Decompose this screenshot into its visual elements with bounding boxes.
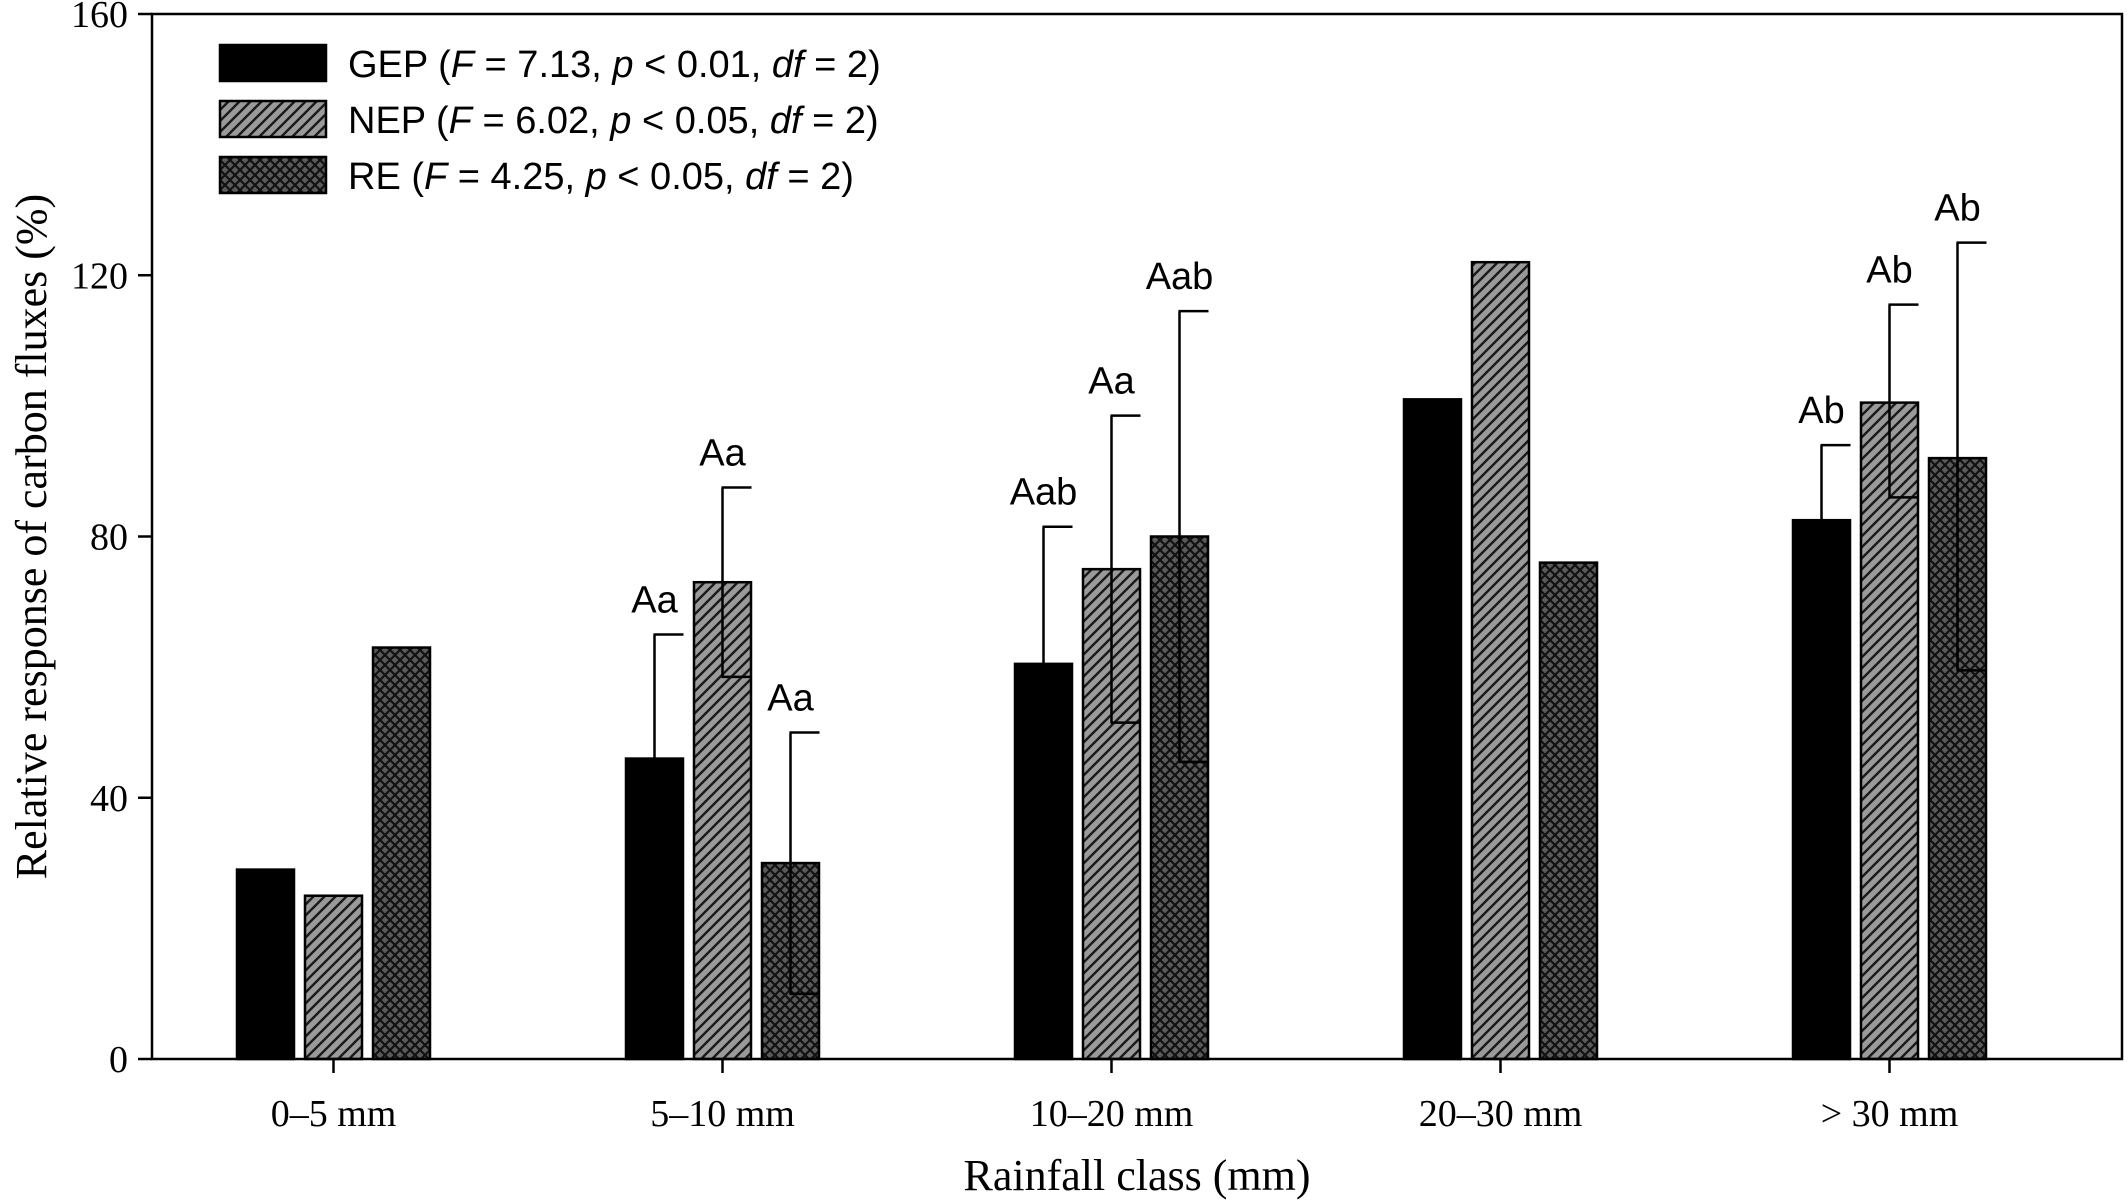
significance-label: Aab bbox=[1146, 256, 1214, 298]
significance-label: Ab bbox=[1934, 188, 1980, 230]
x-tick-label: 20–30 mm bbox=[1419, 1093, 1583, 1135]
bar-gep bbox=[624, 757, 685, 1061]
y-tick-label: 80 bbox=[90, 517, 128, 559]
y-axis: 0 40 80 120 160 bbox=[71, 0, 152, 1081]
y-axis-title: Relative response of carbon fluxes (%) bbox=[7, 194, 56, 879]
significance-label: Aa bbox=[631, 579, 678, 621]
error-bars-layer bbox=[653, 241, 1987, 995]
bar-gep bbox=[235, 868, 296, 1061]
y-tick-label: 0 bbox=[109, 1039, 128, 1081]
y-tick-label: 120 bbox=[71, 255, 128, 297]
legend-label-gep: GEP (F = 7.13, p < 0.01, df = 2) bbox=[348, 44, 881, 86]
significance-label: Aa bbox=[1088, 361, 1135, 403]
y-tick-label: 40 bbox=[90, 778, 128, 820]
y-tick-label: 160 bbox=[71, 0, 128, 36]
legend-swatch-re bbox=[218, 155, 328, 195]
x-axis-title: Rainfall class (mm) bbox=[963, 1151, 1310, 1200]
bar-nep bbox=[303, 894, 364, 1061]
significance-label: Aa bbox=[699, 433, 746, 475]
legend-label-re: RE (F = 4.25, p < 0.05, df = 2) bbox=[348, 156, 854, 198]
x-tick-label: 5–10 mm bbox=[650, 1093, 795, 1135]
x-tick-label: 10–20 mm bbox=[1030, 1093, 1194, 1135]
bar-gep bbox=[1013, 662, 1074, 1061]
significance-label: Ab bbox=[1866, 250, 1912, 292]
bar-nep bbox=[1470, 260, 1531, 1061]
x-axis: 0–5 mm 5–10 mm 10–20 mm 20–30 mm > 30 mm bbox=[271, 1059, 1959, 1135]
legend-swatch-gep bbox=[218, 43, 328, 83]
bar-re bbox=[1538, 561, 1599, 1061]
legend: GEP (F = 7.13, p < 0.01, df = 2) NEP (F =… bbox=[218, 43, 881, 198]
significance-label: Ab bbox=[1798, 390, 1844, 432]
bar-gep bbox=[1402, 398, 1463, 1061]
legend-swatch-nep bbox=[218, 99, 328, 139]
significance-labels-layer: Aa Aa Aa Aab Aa Aab Ab Ab Ab bbox=[631, 188, 1980, 720]
bar-nep bbox=[1859, 401, 1920, 1061]
bar-gep bbox=[1791, 518, 1852, 1061]
legend-label-nep: NEP (F = 6.02, p < 0.05, df = 2) bbox=[348, 100, 879, 142]
x-tick-label: 0–5 mm bbox=[271, 1093, 397, 1135]
x-tick-label: > 30 mm bbox=[1821, 1093, 1959, 1135]
bar-re bbox=[371, 646, 432, 1061]
significance-label: Aab bbox=[1010, 472, 1078, 514]
significance-label: Aa bbox=[767, 677, 814, 719]
